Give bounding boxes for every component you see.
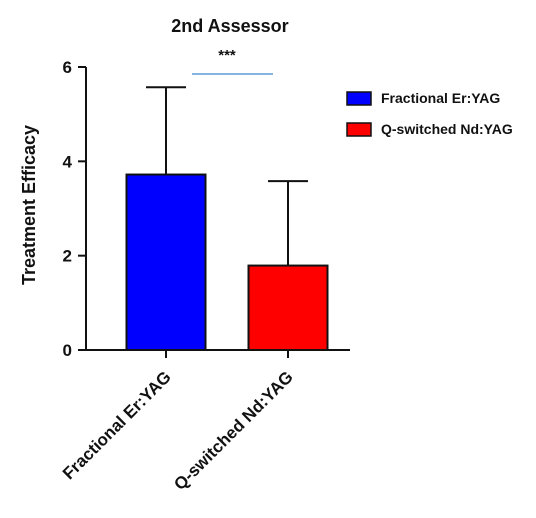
y-tick-label: 2 (63, 247, 72, 266)
error-bars (146, 86, 308, 266)
bar (247, 264, 329, 351)
y-axis-title: Treatment Efficacy (19, 125, 39, 285)
y-tick-label: 0 (63, 341, 72, 360)
x-tick-label: Q-switched Nd:YAG (170, 367, 297, 494)
chart-title: 2nd Assessor (171, 16, 288, 36)
y-tick-label: 4 (63, 152, 73, 171)
legend: Fractional Er:YAG Q-switched Nd:YAG (346, 90, 513, 137)
x-tick-label: Fractional Er:YAG (59, 367, 175, 483)
x-axis-ticks (165, 350, 289, 358)
y-tick-label: 6 (63, 58, 72, 77)
legend-swatch (346, 91, 372, 106)
legend-swatch (346, 122, 372, 137)
legend-label: Q-switched Nd:YAG (381, 121, 513, 137)
legend-label: Fractional Er:YAG (381, 90, 500, 106)
significance-label: *** (218, 47, 236, 64)
y-axis-ticks: 0 2 4 6 (63, 58, 86, 360)
bars (125, 173, 329, 351)
bar (125, 173, 207, 351)
